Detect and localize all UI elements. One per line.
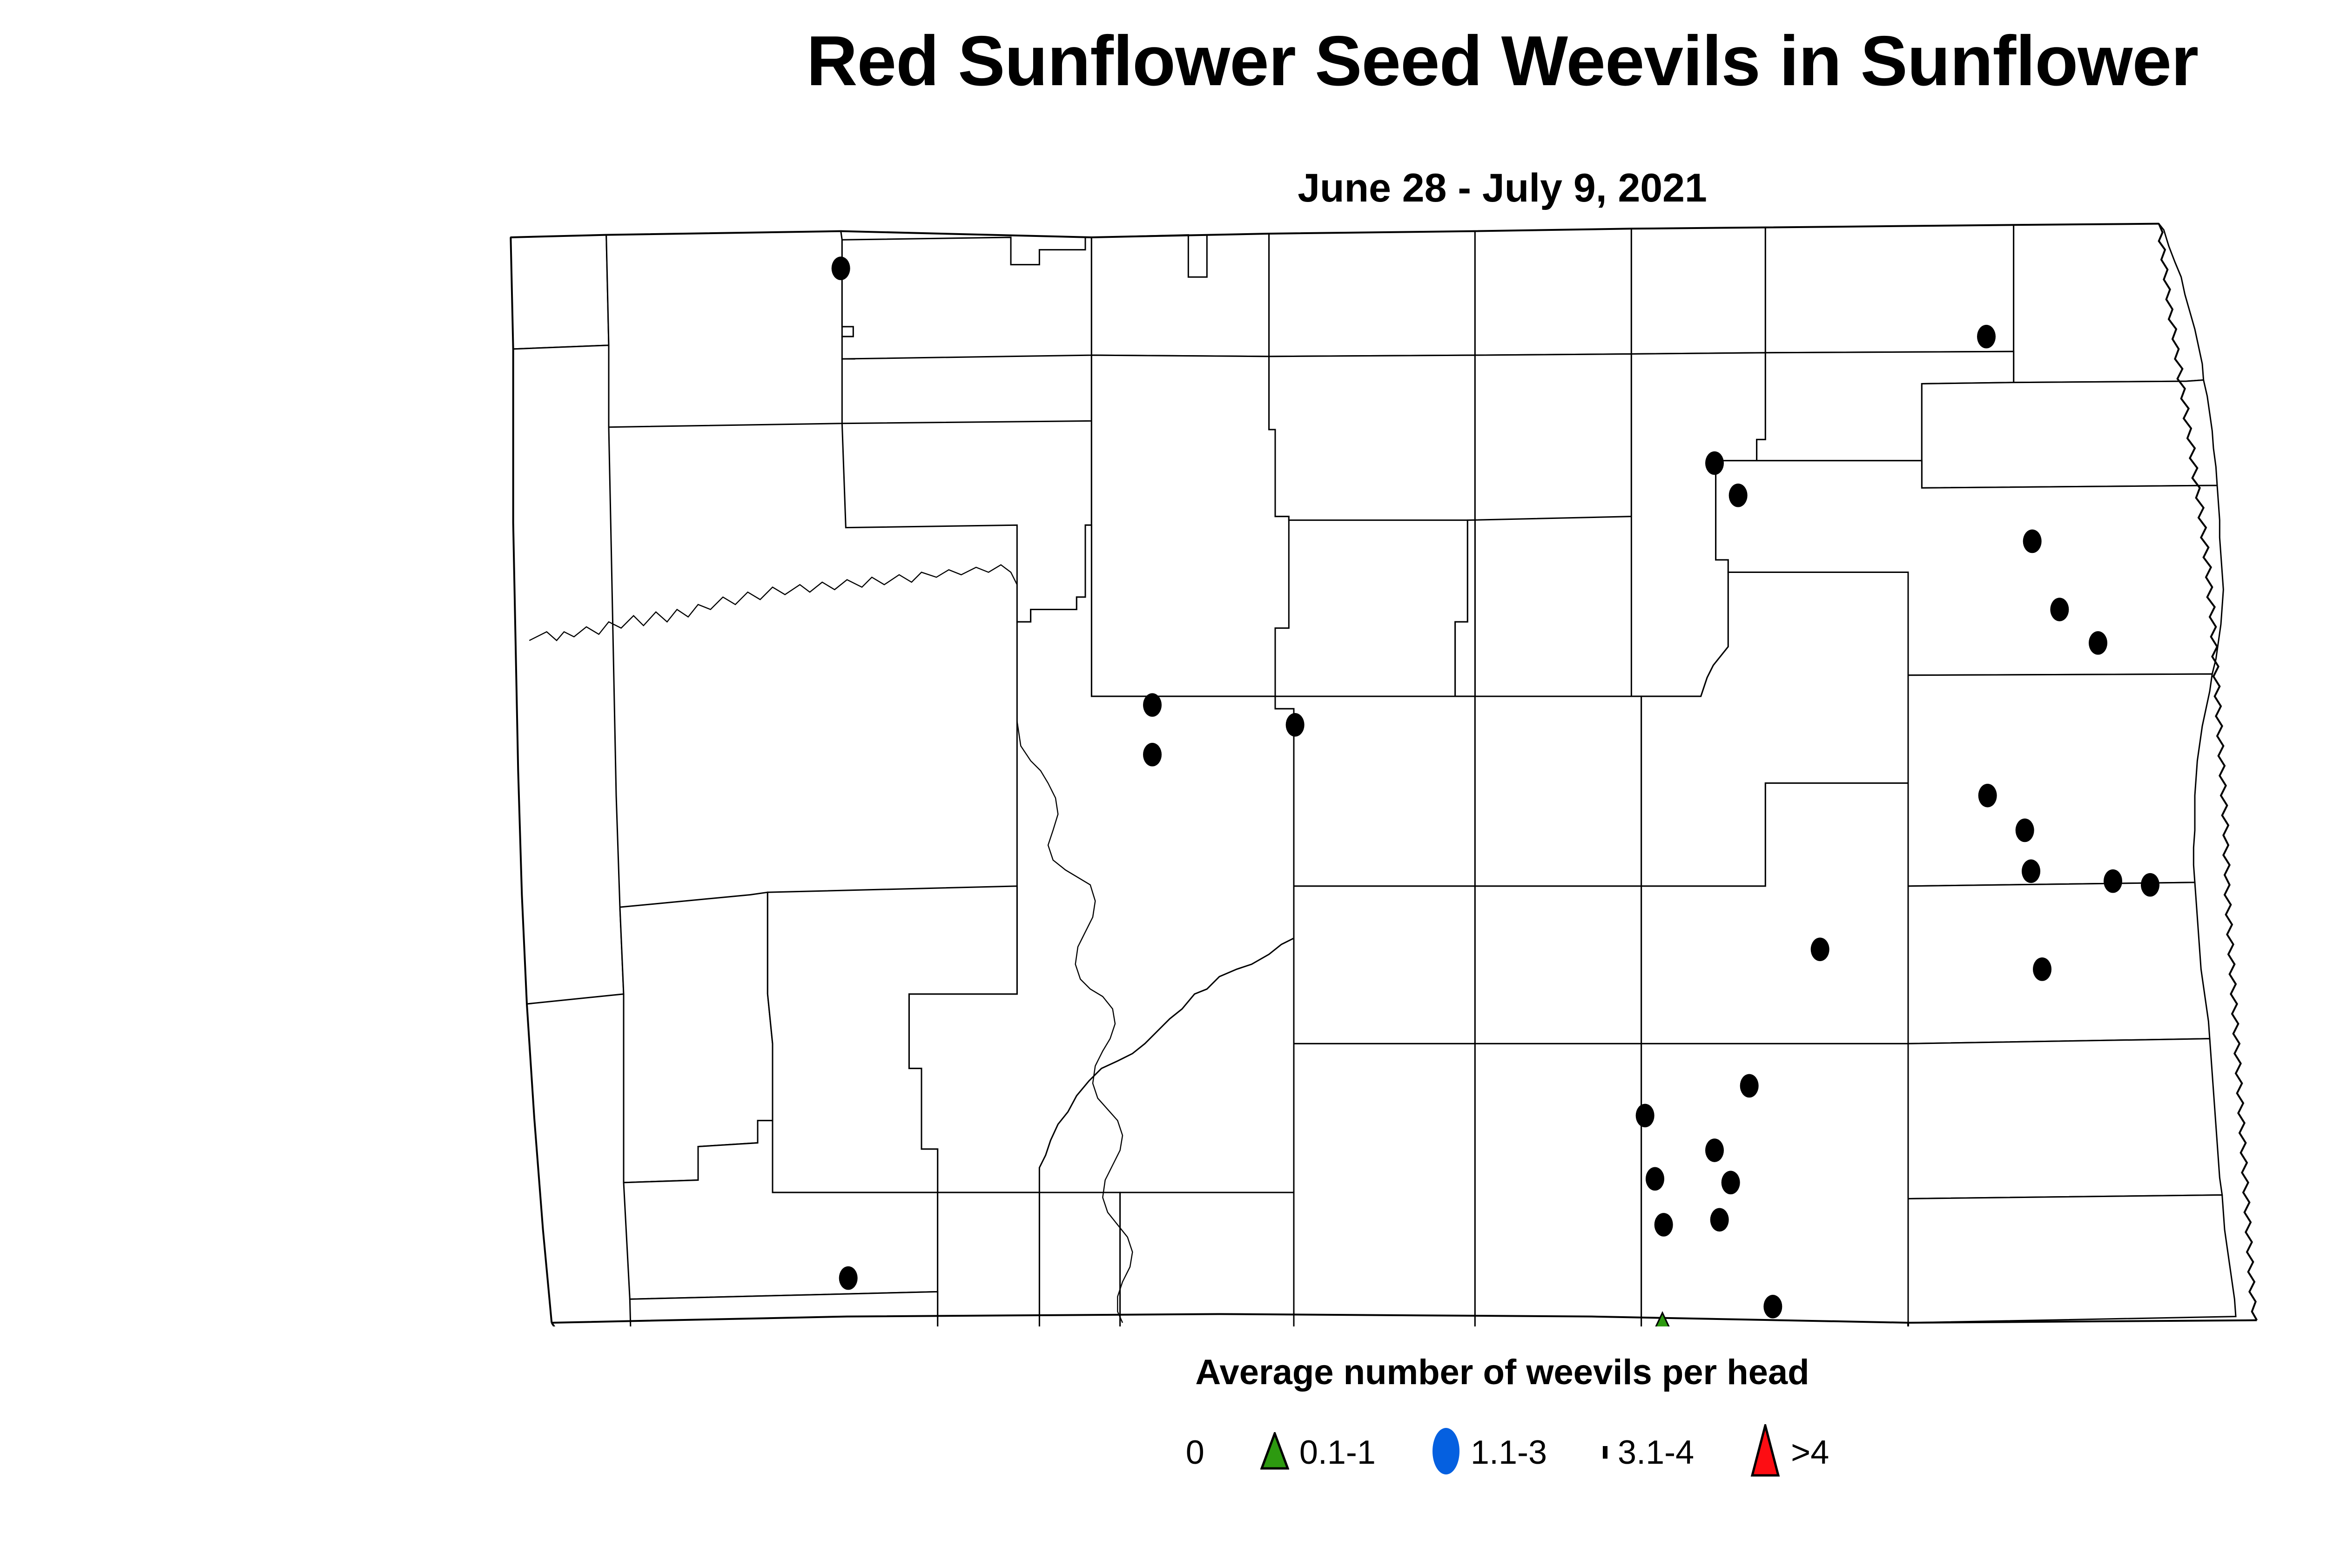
survey-point [1810,937,1829,962]
survey-point [2033,957,2051,981]
survey-point [1710,1208,1729,1232]
page-title: Red Sunflower Seed Weevils in Sunflower [806,21,2199,101]
legend-swatch-green-icon [1260,1430,1290,1473]
legend-item-2[interactable]: 1.1-3 [1432,1427,1547,1477]
state-west-edge [511,237,551,1323]
legend-swatch-red-icon [1750,1421,1781,1481]
legend-swatch-yellow-icon [1603,1446,1608,1459]
map-svg [475,200,2327,1326]
county-boundaries [511,224,2236,1326]
survey-point [2050,598,2069,621]
survey-point [1721,1171,1740,1195]
legend-label-3: 3.1-4 [1618,1433,1695,1471]
survey-point [1740,1074,1759,1098]
survey-point [1977,324,1996,349]
state-outline [511,224,2159,237]
date-range-subtitle: June 28 - July 9, 2021 [1298,166,1707,210]
legend-item-3[interactable]: 3.1-4 [1603,1433,1694,1472]
survey-points-layer [831,256,2159,1326]
survey-point [1654,1213,1673,1237]
legend-label-2: 1.1-3 [1470,1433,1547,1471]
legend-label-0: 0 [1185,1433,1204,1471]
legend-item-4[interactable]: >4 [1750,1421,1829,1481]
survey-point [1285,713,1305,737]
survey-point [2104,869,2122,893]
survey-point [1646,1167,1664,1191]
survey-point [1763,1295,1782,1319]
survey-point [1143,693,1162,717]
survey-point [2015,818,2034,842]
survey-point [2141,873,2159,897]
legend-label-4: >4 [1791,1433,1829,1471]
legend-item-0[interactable]: 0 [1176,1433,1204,1472]
legend: 0 0.1-1 1.1-3 3.1-4 >4 [0,1421,2327,1481]
survey-point [1143,743,1162,767]
survey-point [1635,1104,1654,1128]
state-south-edge-b [551,1314,1908,1323]
survey-point [1655,1311,1670,1326]
survey-point [2089,631,2107,655]
legend-item-1[interactable]: 0.1-1 [1260,1430,1376,1473]
red-river-boundary [2159,224,2257,1320]
survey-point [1728,483,1748,507]
north-dakota-county-map [475,200,2327,1326]
survey-point [1705,451,1724,475]
legend-label-1: 0.1-1 [1299,1433,1376,1471]
survey-point [2022,859,2040,883]
survey-point [1705,1138,1724,1162]
missouri-river [1017,622,1132,1323]
survey-point [2023,529,2042,553]
survey-point [831,256,850,280]
legend-swatch-blue-icon [1432,1427,1460,1477]
survey-point [839,1266,858,1290]
survey-point [1978,783,1997,808]
legend-title: Average number of weevils per head [1195,1353,1809,1392]
